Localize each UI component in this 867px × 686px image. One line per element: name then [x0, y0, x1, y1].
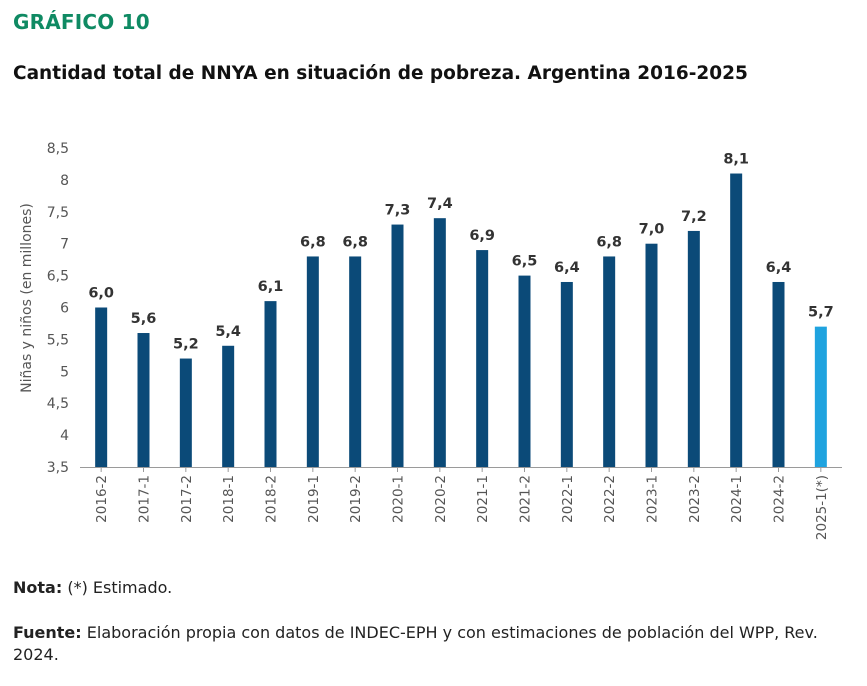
- data-label: 6,5: [512, 254, 538, 270]
- bar: [306, 256, 319, 467]
- data-label: 6,4: [554, 260, 580, 276]
- x-tick-label: 2023-2: [687, 475, 703, 523]
- x-tick-label: 2019-2: [348, 475, 364, 523]
- data-label: 6,9: [469, 228, 495, 244]
- note-text: (*) Estimado.: [62, 578, 173, 597]
- data-label: 5,4: [215, 324, 241, 340]
- bar: [349, 256, 362, 467]
- x-tick-label: 2020-2: [433, 475, 449, 523]
- bar: [433, 218, 446, 467]
- y-axis-label: Niñas y niños (en millones): [19, 203, 35, 393]
- x-axis-ticks: 2016-2 2017-1 2017-2 2018-1 2018-2 2019-1 2019…: [94, 467, 830, 540]
- data-label: 6,4: [766, 260, 792, 276]
- source-label: Fuente:: [13, 623, 82, 642]
- source-text: Elaboración propia con datos de INDEC-EP…: [13, 623, 818, 664]
- y-tick-label: 4,5: [47, 396, 69, 412]
- note: Nota: (*) Estimado.: [13, 578, 172, 597]
- data-label: 7,3: [385, 203, 411, 219]
- bar: [772, 281, 785, 467]
- y-tick-label: 4: [60, 428, 69, 444]
- bar: [814, 326, 827, 467]
- bar: [645, 243, 658, 467]
- bar: [518, 275, 531, 467]
- y-tick-label: 3,5: [47, 460, 69, 476]
- y-tick-label: 7,5: [47, 205, 69, 221]
- data-label: 6,0: [88, 286, 114, 302]
- data-label: 6,8: [300, 234, 326, 250]
- bar: [95, 307, 108, 467]
- x-tick-label: 2021-2: [518, 475, 534, 523]
- x-tick-label: 2024-1: [729, 475, 745, 523]
- data-label: 6,1: [258, 279, 284, 295]
- data-label: 6,8: [342, 234, 368, 250]
- x-tick-label: 2021-1: [475, 475, 491, 523]
- bar: [560, 281, 573, 467]
- bar: [391, 224, 404, 467]
- figure-label: GRÁFICO 10: [13, 10, 150, 34]
- x-tick-label: 2023-1: [645, 475, 661, 523]
- y-tick-label: 8: [60, 173, 69, 189]
- y-axis-ticks: 3,5 4 4,5 5 5,5 6 6,5 7 7,5 8 8,5: [47, 141, 69, 476]
- data-label: 7,2: [681, 209, 707, 225]
- value-labels: 6,0 5,6 5,2 5,4 6,1 6,8 6,8 7,3 7,4 6,9 6,5 6,4 6,8 7…: [88, 152, 833, 353]
- x-tick-label: 2017-1: [137, 475, 153, 523]
- data-label: 5,7: [808, 305, 834, 321]
- data-label: 5,6: [131, 311, 157, 327]
- x-tick-label: 2022-2: [602, 475, 618, 523]
- bar-chart: Niñas y niños (en millones) 3,5 4 4,5 5 5,5 6…: [19, 141, 842, 540]
- y-tick-label: 8,5: [47, 141, 69, 157]
- bar: [137, 333, 150, 467]
- bars: [95, 173, 827, 467]
- x-tick-label: 2019-1: [306, 475, 322, 523]
- y-tick-label: 5,5: [47, 332, 69, 348]
- x-tick-label: 2022-1: [560, 475, 576, 523]
- x-tick-label: 2024-2: [772, 475, 788, 523]
- y-tick-label: 5: [60, 364, 69, 380]
- y-tick-label: 7: [60, 237, 69, 253]
- bar: [264, 301, 277, 467]
- x-tick-label: 2017-2: [179, 475, 195, 523]
- y-tick-label: 6,5: [47, 269, 69, 285]
- bar: [603, 256, 616, 467]
- data-label: 7,4: [427, 196, 453, 212]
- x-tick-label: 2018-1: [221, 475, 237, 523]
- data-label: 7,0: [639, 222, 665, 238]
- bar: [179, 358, 192, 467]
- bar: [687, 230, 700, 467]
- chart-title: Cantidad total de NNYA en situación de p…: [13, 63, 748, 84]
- bar: [476, 250, 489, 467]
- data-label: 8,1: [723, 152, 749, 168]
- x-tick-label: 2018-2: [264, 475, 280, 523]
- x-tick-label: 2025-1(*): [814, 475, 830, 540]
- y-tick-label: 6: [60, 301, 69, 317]
- x-tick-label: 2020-1: [391, 475, 407, 523]
- note-label: Nota:: [13, 578, 63, 597]
- source: Fuente: Elaboración propia con datos de …: [13, 622, 843, 666]
- data-label: 6,8: [596, 234, 622, 250]
- x-tick-label: 2016-2: [94, 475, 110, 523]
- bar: [730, 173, 743, 467]
- bar: [222, 345, 235, 467]
- data-label: 5,2: [173, 337, 199, 353]
